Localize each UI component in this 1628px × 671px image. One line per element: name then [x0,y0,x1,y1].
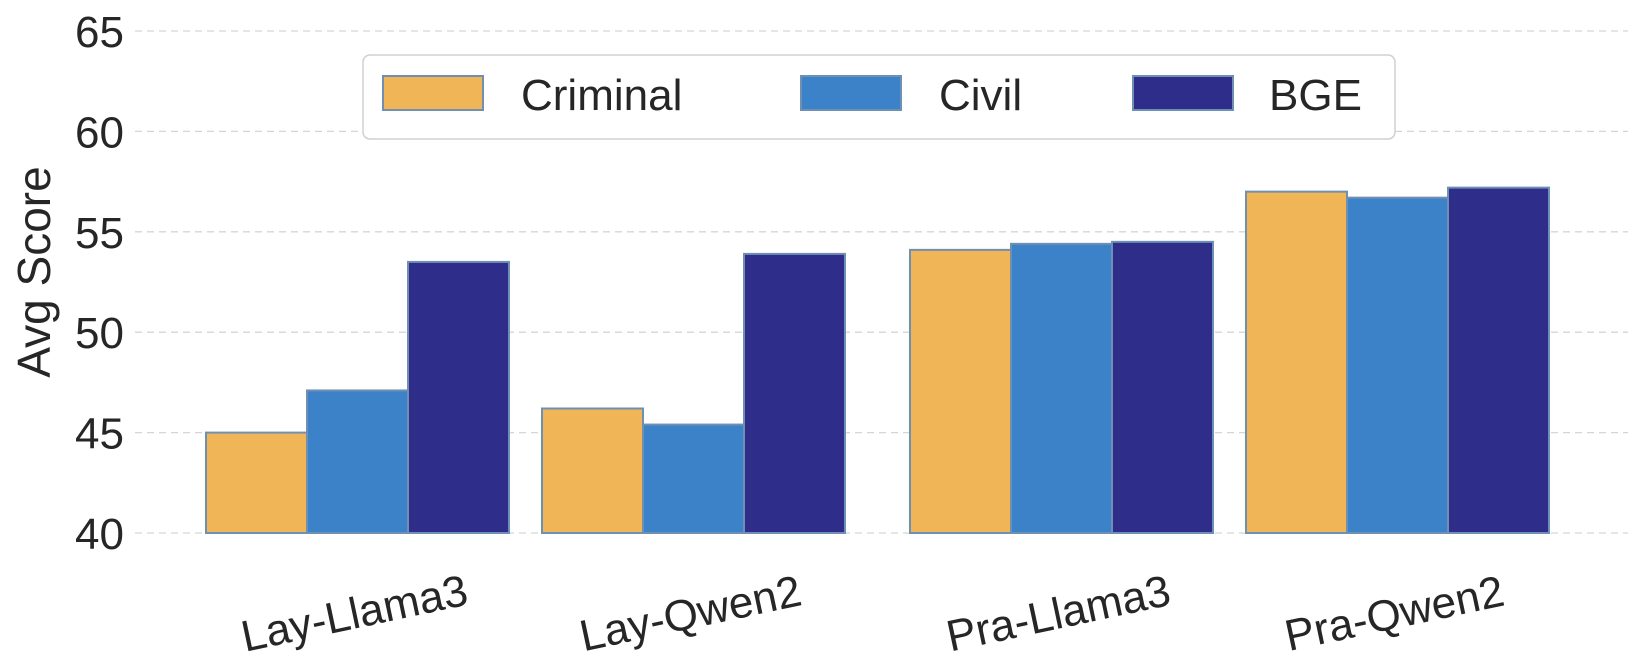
y-tick-label: 60 [75,108,124,157]
legend-label-bge: BGE [1269,71,1362,120]
y-tick-label: 40 [75,510,124,559]
x-tick-label: Lay-Qwen2 [575,566,805,661]
bar-civil-pra-llama3 [1010,242,1113,535]
bars [205,186,1550,535]
bar-criminal-lay-llama3 [205,431,308,535]
legend-swatch-civil [800,75,902,111]
legend-label-civil: Civil [939,71,1022,120]
x-tick-label: Lay-Llama3 [237,566,472,662]
bar-civil-lay-qwen2 [642,423,745,534]
x-tick-label: Pra-Qwen2 [1281,567,1509,661]
legend-label-criminal: Criminal [521,71,682,120]
y-axis-label: Avg Score [8,166,60,377]
bar-civil-lay-llama3 [306,389,409,534]
bar-civil-pra-qwen2 [1346,196,1449,534]
bar-criminal-lay-qwen2 [541,407,644,534]
bar-bge-pra-qwen2 [1447,186,1550,534]
bar-bge-pra-llama3 [1111,240,1214,534]
bar-criminal-pra-qwen2 [1245,190,1348,534]
y-tick-label: 55 [75,209,124,258]
bar-bge-lay-qwen2 [743,252,846,534]
y-tick-label: 65 [75,8,124,57]
y-tick-label: 45 [75,410,124,459]
bar-bge-lay-llama3 [407,260,510,534]
x-axis-ticks: Lay-Llama3 Lay-Qwen2 Pra-Llama3 Pra-Qwen2 [237,566,1508,662]
legend-swatch-bge [1132,75,1234,111]
legend: Criminal Civil BGE [362,54,1396,140]
y-axis-ticks: 40 45 50 55 60 65 [75,8,124,559]
legend-swatch-criminal [382,75,484,111]
bar-criminal-pra-llama3 [909,248,1012,534]
x-tick-label: Pra-Llama3 [942,566,1175,661]
y-tick-label: 50 [75,309,124,358]
